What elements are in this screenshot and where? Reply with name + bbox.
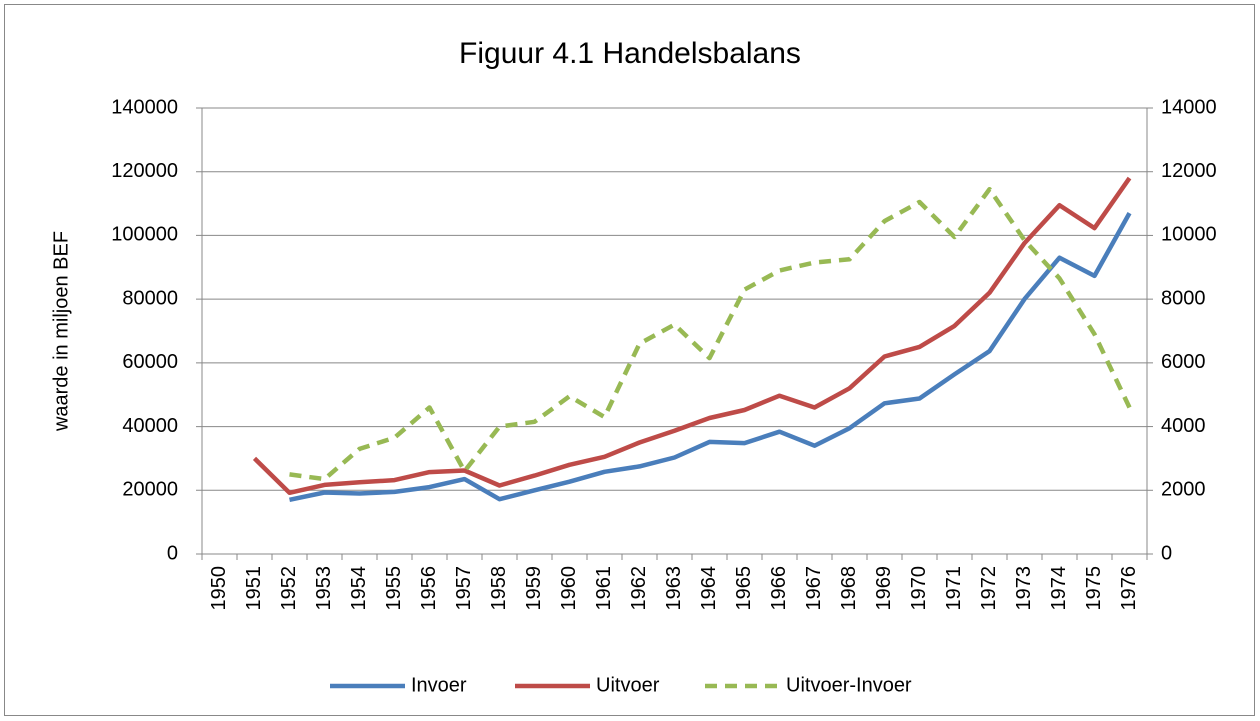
x-tick-label: 1967 xyxy=(803,566,825,611)
y-axis-label: waarde in miljoen BEF xyxy=(50,231,72,432)
legend-label: Invoer xyxy=(411,674,467,696)
y2-tick-label: 12000 xyxy=(1161,160,1217,182)
x-tick-label: 1951 xyxy=(243,566,265,611)
x-tick-label: 1971 xyxy=(943,566,965,611)
x-tick-label: 1962 xyxy=(628,566,650,611)
x-tick-label: 1973 xyxy=(1013,566,1035,611)
x-tick-label: 1976 xyxy=(1118,566,1140,611)
legend-label: Uitvoer xyxy=(596,674,660,696)
y2-tick-label: 0 xyxy=(1161,542,1172,564)
x-tick-label: 1968 xyxy=(838,566,860,611)
x-tick-label: 1952 xyxy=(278,566,300,611)
y-tick-label: 40000 xyxy=(122,415,178,437)
y-tick-label: 0 xyxy=(167,542,178,564)
x-tick-label: 1970 xyxy=(908,566,930,611)
x-tick-label: 1963 xyxy=(663,566,685,611)
x-tick-label: 1959 xyxy=(523,566,545,611)
x-tick-label: 1965 xyxy=(733,566,755,611)
y-tick-label: 120000 xyxy=(111,160,178,182)
legend-label: Uitvoer-Invoer xyxy=(786,674,912,696)
y-tick-label: 100000 xyxy=(111,224,178,246)
y-tick-label: 140000 xyxy=(111,96,178,118)
y2-tick-label: 14000 xyxy=(1161,96,1217,118)
x-tick-label: 1950 xyxy=(208,566,230,611)
x-tick-label: 1964 xyxy=(698,566,720,611)
x-tick-label: 1974 xyxy=(1048,566,1070,611)
x-tick-label: 1958 xyxy=(488,566,510,611)
x-tick-label: 1957 xyxy=(453,566,475,611)
x-tick-label: 1969 xyxy=(873,566,895,611)
x-tick-label: 1961 xyxy=(593,566,615,611)
y-tick-label: 80000 xyxy=(122,287,178,309)
x-tick-label: 1960 xyxy=(558,566,580,611)
x-tick-label: 1953 xyxy=(313,566,335,611)
series-line xyxy=(289,186,1132,482)
y2-tick-label: 8000 xyxy=(1161,287,1206,309)
chart-frame xyxy=(4,4,1255,716)
y2-tick-label: 4000 xyxy=(1161,415,1206,437)
series-line xyxy=(252,176,1132,496)
chart-title: Figuur 4.1 Handelsbalans xyxy=(459,37,801,70)
x-tick-label: 1975 xyxy=(1083,566,1105,611)
x-tick-label: 1954 xyxy=(348,566,370,611)
y-tick-label: 60000 xyxy=(122,351,178,373)
y-tick-label: 20000 xyxy=(122,479,178,501)
x-tick-label: 1956 xyxy=(418,566,440,611)
x-tick-label: 1966 xyxy=(768,566,790,611)
y2-tick-label: 6000 xyxy=(1161,351,1206,373)
y2-tick-label: 2000 xyxy=(1161,479,1206,501)
series-line xyxy=(289,212,1132,503)
x-tick-label: 1955 xyxy=(383,566,405,611)
y2-tick-label: 10000 xyxy=(1161,224,1217,246)
x-tick-label: 1972 xyxy=(978,566,1000,611)
